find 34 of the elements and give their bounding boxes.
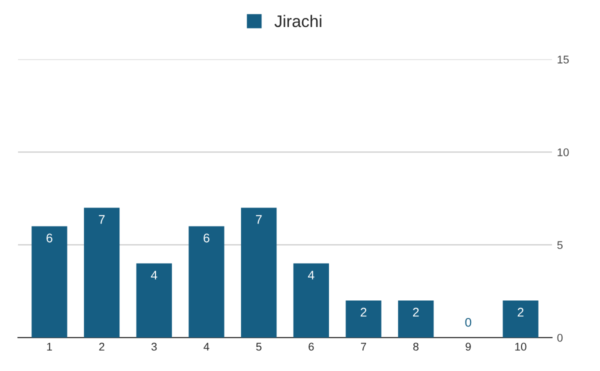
bar [398, 300, 434, 338]
data-label: 0 [465, 318, 472, 327]
y-tick-label: 10 [558, 148, 569, 156]
x-tick-label: 2 [99, 342, 104, 351]
x-tick-label: 6 [308, 342, 314, 351]
y-tick-label: 0 [557, 334, 563, 342]
data-label: 7 [98, 215, 105, 224]
bar [84, 208, 120, 338]
data-label: 6 [46, 234, 52, 242]
legend-label: Jirachi [274, 14, 322, 28]
x-tick-label: 9 [466, 342, 471, 351]
x-tick-label: 1 [47, 342, 52, 351]
bar [346, 300, 382, 338]
data-label: 2 [360, 308, 366, 317]
data-label: 2 [413, 308, 419, 317]
x-tick-label: 10 [515, 342, 526, 351]
bar [136, 263, 172, 338]
bar [32, 226, 68, 338]
bar [502, 300, 538, 338]
data-label: 6 [204, 234, 210, 242]
x-tick-label: 5 [256, 342, 262, 351]
data-label: 4 [308, 270, 314, 280]
y-tick-label: 5 [557, 241, 563, 249]
bar [188, 226, 224, 338]
bar [293, 263, 329, 338]
x-tick-label: 7 [361, 342, 366, 351]
data-label: 2 [518, 308, 524, 317]
data-label: 4 [150, 270, 158, 280]
x-tick-label: 3 [151, 342, 157, 351]
x-tick-label: 4 [204, 342, 210, 351]
y-tick-label: 15 [558, 56, 569, 64]
bar [241, 208, 277, 338]
x-tick-label: 8 [413, 342, 418, 351]
data-label: 7 [256, 215, 262, 224]
